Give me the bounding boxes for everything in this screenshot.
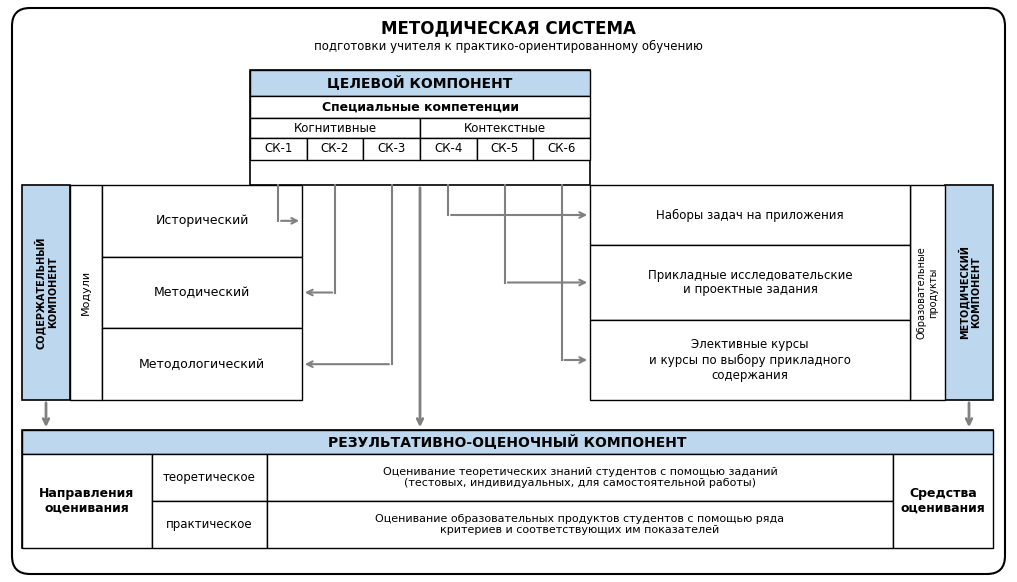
Text: МЕТОДИЧЕСКИЙ
КОМПОНЕНТ: МЕТОДИЧЕСКИЙ КОМПОНЕНТ — [957, 246, 980, 339]
Text: практическое: практическое — [166, 518, 253, 531]
Bar — [945, 185, 993, 400]
Text: Образовательные
продукты: Образовательные продукты — [916, 246, 939, 339]
Bar — [910, 185, 945, 400]
Text: СОДЕРЖАТЕЛЬНЫЙ
КОМПОНЕНТ: СОДЕРЖАТЕЛЬНЫЙ КОМПОНЕНТ — [35, 236, 58, 349]
Text: Оценивание теоретических знаний студентов с помощью заданий
(тестовых, индивидуа: Оценивание теоретических знаний студенто… — [382, 467, 777, 488]
Text: Контекстные: Контекстные — [464, 122, 546, 134]
Text: Прикладные исследовательские
и проектные задания: Прикладные исследовательские и проектные… — [648, 268, 852, 296]
Bar — [22, 430, 993, 548]
Bar — [893, 454, 993, 548]
Bar — [590, 245, 910, 320]
Text: Когнитивные: Когнитивные — [294, 122, 376, 134]
Text: РЕЗУЛЬТАТИВНО-ОЦЕНОЧНЫЙ КОМПОНЕНТ: РЕЗУЛЬТАТИВНО-ОЦЕНОЧНЫЙ КОМПОНЕНТ — [328, 435, 686, 449]
Bar — [250, 70, 590, 185]
Text: СК-2: СК-2 — [320, 143, 349, 155]
Text: Направления
оценивания: Направления оценивания — [40, 487, 134, 515]
Text: Оценивание образовательных продуктов студентов с помощью ряда
критериев и соотве: Оценивание образовательных продуктов сту… — [375, 514, 784, 535]
Bar — [152, 454, 267, 501]
Text: Исторический: Исторический — [156, 214, 249, 228]
Text: МЕТОДИЧЕСКАЯ СИСТЕМА: МЕТОДИЧЕСКАЯ СИСТЕМА — [380, 19, 636, 37]
Text: Средства
оценивания: Средства оценивания — [901, 487, 985, 515]
Bar — [267, 454, 893, 501]
Bar — [590, 320, 910, 400]
Text: Наборы задач на приложения: Наборы задач на приложения — [656, 208, 844, 222]
Bar — [477, 138, 533, 160]
Bar — [22, 430, 993, 454]
Text: СК-5: СК-5 — [491, 143, 519, 155]
Text: Специальные компетенции: Специальные компетенции — [321, 101, 519, 113]
Text: теоретическое: теоретическое — [163, 471, 256, 484]
Text: СК-4: СК-4 — [434, 143, 463, 155]
Text: Методологический: Методологический — [139, 358, 265, 371]
Bar — [533, 138, 590, 160]
Bar — [250, 70, 590, 96]
Bar — [250, 96, 590, 118]
Bar — [102, 328, 302, 400]
Bar — [70, 185, 102, 400]
Text: Методический: Методический — [154, 286, 250, 299]
Bar — [363, 138, 420, 160]
Text: Модули: Модули — [81, 270, 91, 315]
Text: Элективные курсы
и курсы по выбору прикладного
содержания: Элективные курсы и курсы по выбору прикл… — [649, 339, 851, 382]
Bar — [267, 501, 893, 548]
Bar — [152, 501, 267, 548]
Bar — [590, 185, 910, 245]
Bar — [250, 138, 307, 160]
FancyBboxPatch shape — [12, 8, 1005, 574]
Text: СК-6: СК-6 — [547, 143, 576, 155]
Text: СК-1: СК-1 — [264, 143, 293, 155]
Text: подготовки учителя к практико-ориентированному обучению: подготовки учителя к практико-ориентиров… — [313, 40, 703, 52]
Bar — [22, 454, 152, 548]
Bar — [420, 118, 590, 138]
Text: СК-3: СК-3 — [377, 143, 406, 155]
Bar — [420, 138, 477, 160]
Bar — [250, 118, 420, 138]
Text: ЦЕЛЕВОЙ КОМПОНЕНТ: ЦЕЛЕВОЙ КОМПОНЕНТ — [327, 76, 513, 90]
Bar — [307, 138, 363, 160]
Bar — [102, 257, 302, 328]
Bar — [22, 185, 70, 400]
Bar — [102, 185, 302, 257]
